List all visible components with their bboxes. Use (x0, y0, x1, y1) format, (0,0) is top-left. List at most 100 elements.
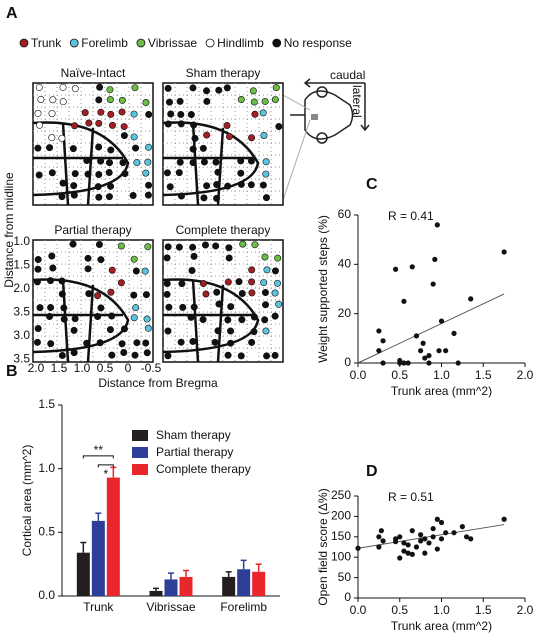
bar (179, 576, 193, 596)
map-site (199, 279, 207, 287)
map-site (227, 303, 235, 311)
map-site (48, 134, 56, 142)
map-tick-label: 1.0 (13, 234, 30, 248)
map-site (189, 243, 197, 251)
map-site (215, 86, 223, 94)
map-site (106, 86, 114, 94)
map-site (259, 181, 267, 189)
point (436, 348, 442, 354)
x-tick-label: 0.5 (391, 368, 408, 382)
map-tick-label: 1.5 (51, 361, 68, 375)
map-site (97, 256, 105, 264)
legend-label: No response (284, 36, 352, 50)
map-site (237, 157, 245, 165)
map-site (225, 244, 233, 252)
map-site (144, 243, 152, 251)
map-site (36, 121, 44, 129)
map-site (119, 159, 127, 167)
point (430, 534, 436, 540)
map-site (164, 352, 172, 360)
map-site (83, 157, 91, 165)
map-site (200, 158, 208, 166)
map-site (177, 338, 185, 346)
map-site (274, 254, 282, 262)
map-site (237, 169, 245, 177)
map-site (94, 292, 102, 300)
legend-marker (132, 430, 148, 441)
y-tick-label: 200 (331, 509, 351, 523)
map-site (262, 170, 270, 178)
point (401, 360, 407, 366)
map-site (96, 339, 104, 347)
map-site (272, 84, 280, 92)
map-site (275, 300, 283, 308)
point (438, 318, 445, 324)
point (443, 348, 449, 354)
map-site (48, 252, 56, 260)
map-site (259, 109, 267, 117)
map-site (71, 315, 79, 323)
map-site (108, 351, 116, 359)
map-site (189, 84, 197, 92)
map-site (187, 111, 195, 119)
map-site (95, 96, 103, 104)
map-site (239, 240, 247, 248)
y-tick-label: 50 (338, 570, 352, 584)
map-site (120, 349, 128, 357)
legend-label: Partial therapy (156, 445, 233, 459)
legend-marker (69, 38, 79, 48)
map-site (260, 131, 268, 139)
map-site (70, 326, 78, 334)
bar (252, 571, 266, 596)
map-site (97, 304, 105, 312)
map-site (214, 327, 222, 335)
map-site (60, 315, 68, 323)
legend-marker (205, 38, 215, 48)
map-site (164, 84, 172, 92)
map-title: Partial therapy (54, 223, 131, 237)
map-site (95, 143, 103, 151)
y-tick-label: 60 (338, 207, 352, 221)
map-site (203, 97, 211, 105)
map-site (118, 340, 126, 348)
map-site (85, 290, 93, 298)
point (501, 516, 507, 522)
map-site (190, 252, 198, 260)
map-site (261, 253, 269, 261)
map-site (271, 267, 279, 275)
map-site (165, 303, 173, 311)
axis-title: Distance from midline (2, 172, 16, 288)
point (426, 360, 432, 366)
map-site (36, 304, 44, 312)
map-site (35, 171, 43, 179)
map-site (81, 109, 89, 117)
map-site (48, 110, 56, 118)
point (434, 516, 440, 522)
point (409, 264, 415, 270)
legend-marker (132, 447, 148, 458)
map-site (262, 158, 270, 166)
map-site (34, 265, 42, 273)
map-site (175, 169, 183, 177)
map-site (271, 96, 279, 104)
map-site (95, 171, 103, 179)
x-tick-label: Trunk (83, 600, 114, 614)
point (418, 538, 424, 544)
map-site (70, 182, 78, 190)
cortex-outline (32, 121, 130, 206)
x-tick-label: 0.0 (350, 603, 367, 617)
map-site (49, 264, 57, 272)
map-site (129, 192, 137, 200)
map-site (190, 121, 198, 129)
map-site (248, 134, 256, 142)
map-site (34, 324, 42, 332)
map-site (46, 144, 54, 152)
map-site (108, 312, 116, 320)
point (468, 536, 474, 542)
map-site (187, 313, 195, 321)
map-site (118, 96, 126, 104)
point (376, 348, 382, 354)
map-site (97, 157, 105, 165)
map-site (248, 266, 256, 274)
map-site (96, 83, 104, 91)
